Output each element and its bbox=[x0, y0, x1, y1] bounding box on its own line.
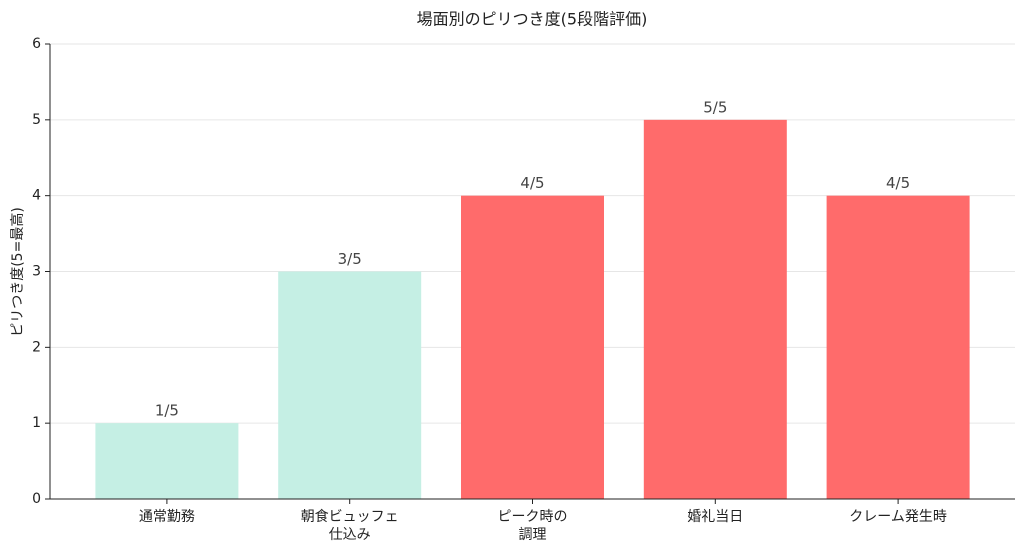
chart-title: 場面別のピリつき度(5段階評価) bbox=[417, 10, 648, 29]
bar bbox=[461, 195, 604, 499]
y-tick-label: 4 bbox=[32, 188, 41, 204]
y-axis-label: ピリつき度(5=最高) bbox=[9, 207, 26, 337]
x-tick-label: ピーク時の調理 bbox=[498, 509, 568, 543]
bar bbox=[95, 423, 239, 499]
bar bbox=[826, 195, 970, 499]
x-tick-label: 朝食ビュッフェ仕込み bbox=[301, 508, 399, 543]
x-tick-label: 婚礼当日 bbox=[687, 509, 743, 525]
y-tick-label: 3 bbox=[32, 264, 41, 280]
value-label: 4/5 bbox=[886, 174, 910, 192]
value-label: 5/5 bbox=[703, 98, 727, 116]
value-label: 3/5 bbox=[338, 250, 362, 268]
y-tick-label: 6 bbox=[32, 36, 41, 52]
y-tick-label: 5 bbox=[32, 112, 41, 128]
y-tick-label: 2 bbox=[32, 339, 41, 355]
x-tick-label: クレーム発生時 bbox=[849, 509, 947, 525]
bar bbox=[643, 119, 787, 499]
value-label: 1/5 bbox=[155, 402, 179, 420]
bar bbox=[278, 271, 422, 499]
value-label: 4/5 bbox=[520, 174, 544, 192]
x-tick-label: 通常勤務 bbox=[139, 509, 195, 525]
y-tick-label: 1 bbox=[32, 415, 41, 431]
y-tick-label: 0 bbox=[32, 491, 41, 507]
